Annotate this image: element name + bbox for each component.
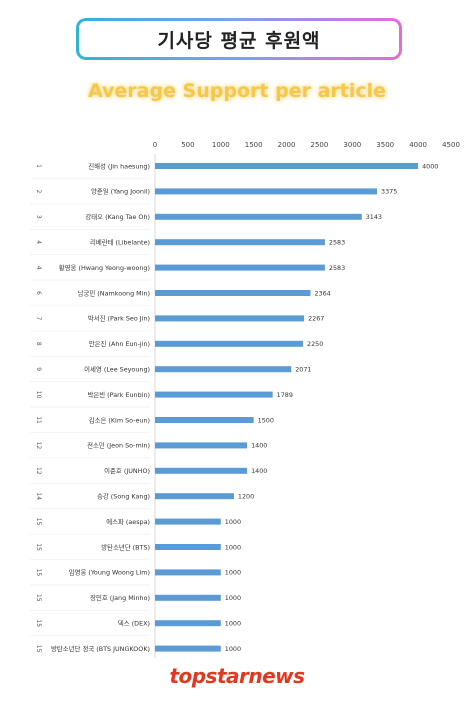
x-tick-label: 3000 <box>343 141 361 149</box>
data-label: 1500 <box>258 416 274 424</box>
x-tick-label: 1500 <box>245 141 263 149</box>
bar <box>155 518 221 525</box>
bar <box>155 213 362 220</box>
category-label: 덱스 (DEX) <box>118 619 150 628</box>
x-tick-label: 4500 <box>442 141 460 149</box>
rank-label: 15 <box>35 645 42 653</box>
rank-label: 2 <box>35 189 42 193</box>
chart-title: 기사당 평균 후원액 <box>79 21 399 57</box>
category-label: 양준일 (Yang Joonil) <box>91 187 150 196</box>
rank-label: 4 <box>35 266 42 270</box>
rank-label: 6 <box>35 291 42 295</box>
bar <box>155 417 254 423</box>
data-label: 2583 <box>329 264 345 272</box>
data-label: 1000 <box>225 620 241 628</box>
data-label: 2250 <box>307 340 323 348</box>
bar <box>155 620 221 627</box>
rank-label: 15 <box>35 594 42 602</box>
category-label: 이준호 (JUNHO) <box>104 466 150 475</box>
category-label: 박은빈 (Park Eunbin) <box>87 390 150 399</box>
data-label: 1400 <box>251 442 267 450</box>
bar <box>155 391 273 398</box>
bar <box>155 569 221 576</box>
bar <box>155 442 248 449</box>
category-label: 리베란테 (Libelante) <box>90 238 150 247</box>
x-tick-label: 500 <box>181 141 194 149</box>
category-label: 전소민 (Jeon So-min) <box>87 441 150 450</box>
rank-label: 3 <box>35 215 42 219</box>
bar <box>155 239 325 246</box>
bar <box>155 366 292 373</box>
rank-label: 15 <box>35 619 42 627</box>
data-label: 1000 <box>225 543 241 551</box>
rank-label: 8 <box>35 342 42 346</box>
chart-subtitle: Average Support per article <box>87 80 387 102</box>
bar <box>155 264 325 271</box>
category-label: 장민호 (Jang Minho) <box>90 593 150 602</box>
rank-label: 12 <box>35 442 42 450</box>
data-label: 2267 <box>308 315 324 323</box>
x-tick-label: 0 <box>153 141 157 149</box>
category-label: 박서진 (Park Seo Jin) <box>88 314 150 323</box>
rank-label: 11 <box>35 416 42 424</box>
data-label: 1000 <box>225 645 241 653</box>
bar <box>155 594 221 601</box>
category-label: 방탄소년단 (BTS) <box>101 542 150 551</box>
data-label: 4000 <box>422 162 438 170</box>
data-label: 3143 <box>366 213 382 221</box>
data-label: 3375 <box>381 188 397 196</box>
bar <box>155 163 419 169</box>
data-label: 1000 <box>225 594 241 602</box>
rank-label: 7 <box>35 316 42 320</box>
bar <box>155 544 221 550</box>
data-label: 1400 <box>251 467 267 475</box>
category-label: 에스파 (aespa) <box>106 517 150 526</box>
category-label: 진해성 (Jin haesung) <box>88 161 150 170</box>
rank-label: 15 <box>35 518 42 526</box>
rank-label: 14 <box>35 492 42 500</box>
x-tick-label: 2000 <box>278 141 296 149</box>
data-label: 2364 <box>314 289 330 297</box>
category-label: 송강 (Song Kang) <box>97 492 150 501</box>
bar <box>155 493 234 500</box>
rank-label: 1 <box>35 164 42 168</box>
brand-logo: topstarnews <box>169 664 305 688</box>
x-tick-label: 4000 <box>409 141 427 149</box>
bar-chart: 0 500 1000 1500 2000 2500 3000 3500 4000 4500 1 진해성… <box>30 141 460 658</box>
category-label: 황영웅 (Hwang Yeong-woong) <box>59 263 150 272</box>
data-label: 2583 <box>329 239 345 247</box>
x-tick-label: 2500 <box>311 141 329 149</box>
rank-label: 9 <box>35 367 42 371</box>
data-label: 1000 <box>225 569 241 577</box>
data-label: 1789 <box>277 391 293 399</box>
bar <box>155 467 248 474</box>
category-label: 임영웅 (Young Woong Lim) <box>69 568 150 577</box>
category-label: 안은진 (Ahn Eun-jin) <box>89 339 150 348</box>
bar <box>155 315 305 322</box>
bar <box>155 645 221 652</box>
title-banner: 기사당 평균 후원액 <box>76 18 402 60</box>
bar <box>155 290 311 296</box>
category-label: 김소은 (Kim So-eun) <box>89 416 150 424</box>
bar <box>155 188 377 195</box>
category-label: 남궁민 (Namkoong Min) <box>78 288 150 297</box>
rank-label: 10 <box>35 391 42 399</box>
rank-label: 15 <box>35 569 42 577</box>
data-label: 2071 <box>295 366 311 374</box>
data-label: 1200 <box>238 493 254 501</box>
rank-label: 4 <box>35 240 42 244</box>
rank-label: 15 <box>35 543 42 551</box>
category-label: 강태오 (Kang Tae Oh) <box>85 212 150 221</box>
bar <box>155 340 303 347</box>
data-label: 1000 <box>225 518 241 526</box>
category-label: 방탄소년단 정국 (BTS JUNGKOOK) <box>51 644 150 653</box>
x-tick-label: 3500 <box>376 141 394 149</box>
x-tick-label: 1000 <box>212 141 230 149</box>
rank-label: 12 <box>35 467 42 475</box>
category-label: 이세영 (Lee Seyoung) <box>84 365 150 374</box>
